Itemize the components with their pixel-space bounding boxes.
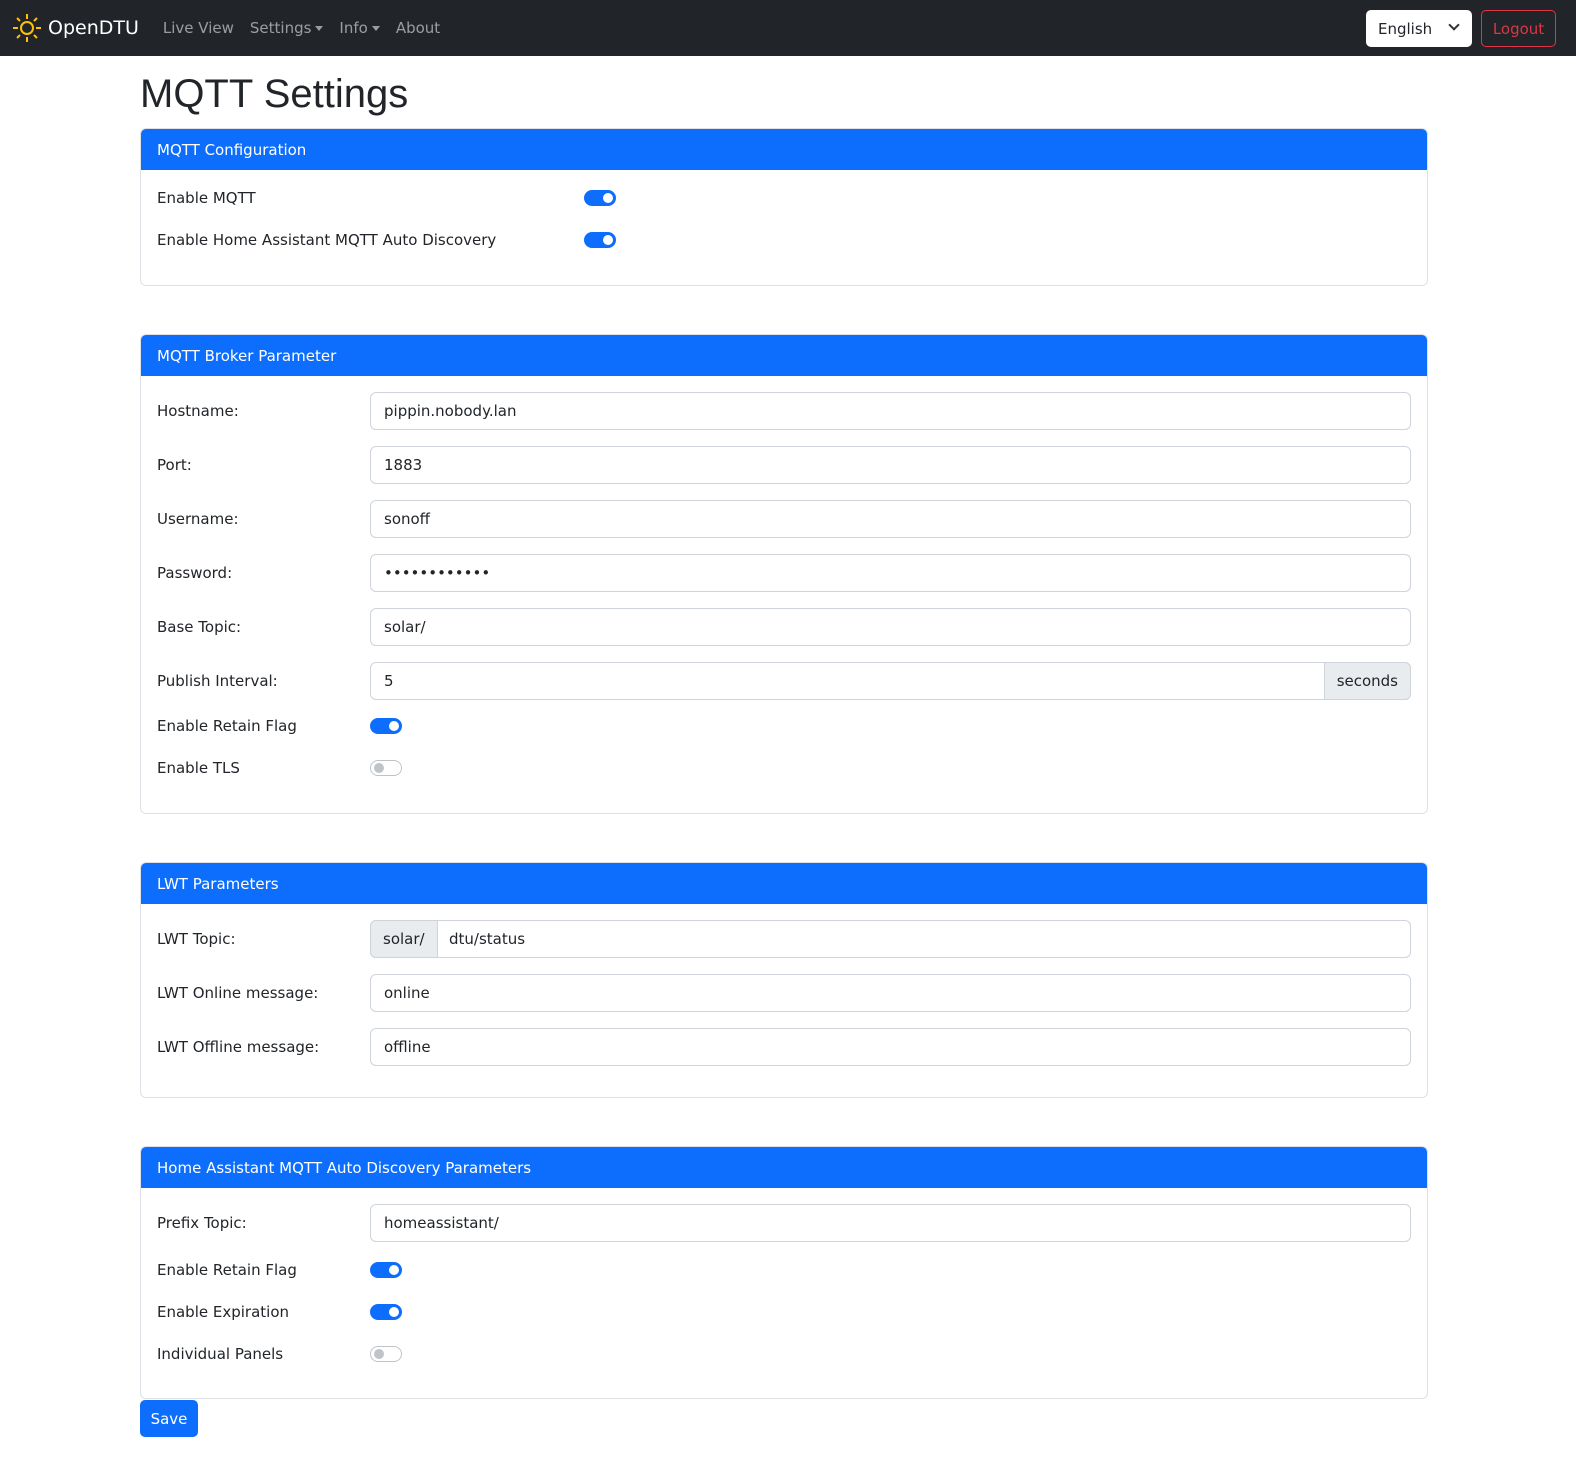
logout-button[interactable]: Logout bbox=[1481, 10, 1556, 47]
lwt-online-label: LWT Online message: bbox=[157, 984, 319, 1002]
expiration-label: Enable Expiration bbox=[157, 1303, 289, 1321]
enable-hass-label: Enable Home Assistant MQTT Auto Discover… bbox=[157, 231, 497, 249]
port-label: Port: bbox=[157, 456, 192, 474]
nav-about[interactable]: About bbox=[395, 19, 441, 37]
publish-interval-label: Publish Interval: bbox=[157, 672, 278, 690]
username-label: Username: bbox=[157, 510, 239, 528]
individual-panels-toggle[interactable] bbox=[370, 1346, 402, 1362]
navbar: OpenDTU Live View Settings Info About En… bbox=[0, 0, 1576, 56]
seconds-addon: seconds bbox=[1323, 662, 1411, 700]
port-input[interactable]: 1883 bbox=[370, 446, 1411, 484]
card-header: LWT Parameters bbox=[141, 863, 1427, 904]
lwt-parameters-card: LWT Parameters LWT Topic: solar/dtu/stat… bbox=[140, 862, 1428, 1098]
password-input[interactable]: •••••••••••• bbox=[370, 554, 1411, 592]
expiration-toggle[interactable] bbox=[370, 1304, 402, 1320]
enable-mqtt-toggle[interactable] bbox=[584, 190, 616, 206]
nav-live-view[interactable]: Live View bbox=[162, 19, 234, 37]
brand-link[interactable]: OpenDTU bbox=[12, 13, 139, 43]
lwt-topic-group: solar/dtu/status bbox=[370, 920, 1411, 958]
username-input[interactable]: sonoff bbox=[370, 500, 1411, 538]
password-label: Password: bbox=[157, 564, 233, 582]
mqtt-broker-card: MQTT Broker Parameter Hostname: pippin.no… bbox=[140, 334, 1428, 814]
retain-toggle[interactable] bbox=[370, 718, 402, 734]
tls-label: Enable TLS bbox=[157, 759, 240, 777]
individual-panels-label: Individual Panels bbox=[157, 1345, 284, 1363]
lwt-online-input[interactable]: online bbox=[370, 974, 1411, 1012]
chevron-down-icon bbox=[1448, 19, 1460, 31]
base-topic-label: Base Topic: bbox=[157, 618, 242, 636]
brand-name: OpenDTU bbox=[48, 17, 139, 39]
tls-toggle[interactable] bbox=[370, 760, 402, 776]
prefix-topic-input[interactable]: homeassistant/ bbox=[370, 1204, 1411, 1242]
retain-label: Enable Retain Flag bbox=[157, 717, 297, 735]
hass-parameters-card: Home Assistant MQTT Auto Discovery Param… bbox=[140, 1146, 1428, 1399]
mqtt-configuration-card: MQTT Configuration Enable MQTT Enable Ho… bbox=[140, 128, 1428, 286]
lwt-topic-prefix: solar/ bbox=[370, 920, 438, 958]
enable-hass-toggle[interactable] bbox=[584, 232, 616, 248]
publish-interval-group: 5 seconds bbox=[370, 662, 1411, 700]
nav-settings-label: Settings bbox=[249, 19, 312, 37]
hass-retain-toggle[interactable] bbox=[370, 1262, 402, 1278]
lwt-offline-input[interactable]: offline bbox=[370, 1028, 1411, 1066]
card-header: MQTT Configuration bbox=[141, 129, 1427, 170]
language-select[interactable]: English bbox=[1366, 10, 1472, 47]
enable-mqtt-label: Enable MQTT bbox=[157, 189, 256, 207]
card-header: MQTT Broker Parameter bbox=[141, 335, 1427, 376]
sun-icon bbox=[13, 14, 41, 42]
nav-settings[interactable]: Settings bbox=[250, 19, 324, 37]
nav-info-label: Info bbox=[339, 19, 368, 37]
language-value: English bbox=[1378, 19, 1433, 38]
hass-retain-label: Enable Retain Flag bbox=[157, 1261, 297, 1279]
page-title: MQTT Settings bbox=[140, 72, 409, 116]
hostname-input[interactable]: pippin.nobody.lan bbox=[370, 392, 1411, 430]
publish-interval-input[interactable]: 5 bbox=[384, 672, 394, 690]
prefix-topic-label: Prefix Topic: bbox=[157, 1214, 247, 1232]
save-button[interactable]: Save bbox=[140, 1400, 198, 1437]
lwt-offline-label: LWT Offline message: bbox=[157, 1038, 320, 1056]
lwt-topic-input[interactable]: dtu/status bbox=[449, 930, 526, 948]
card-header: Home Assistant MQTT Auto Discovery Param… bbox=[141, 1147, 1427, 1188]
caret-down-icon bbox=[371, 25, 380, 31]
lwt-topic-label: LWT Topic: bbox=[157, 930, 236, 948]
caret-down-icon bbox=[315, 25, 324, 31]
hostname-label: Hostname: bbox=[157, 402, 239, 420]
base-topic-input[interactable]: solar/ bbox=[370, 608, 1411, 646]
nav-info[interactable]: Info bbox=[339, 19, 380, 37]
